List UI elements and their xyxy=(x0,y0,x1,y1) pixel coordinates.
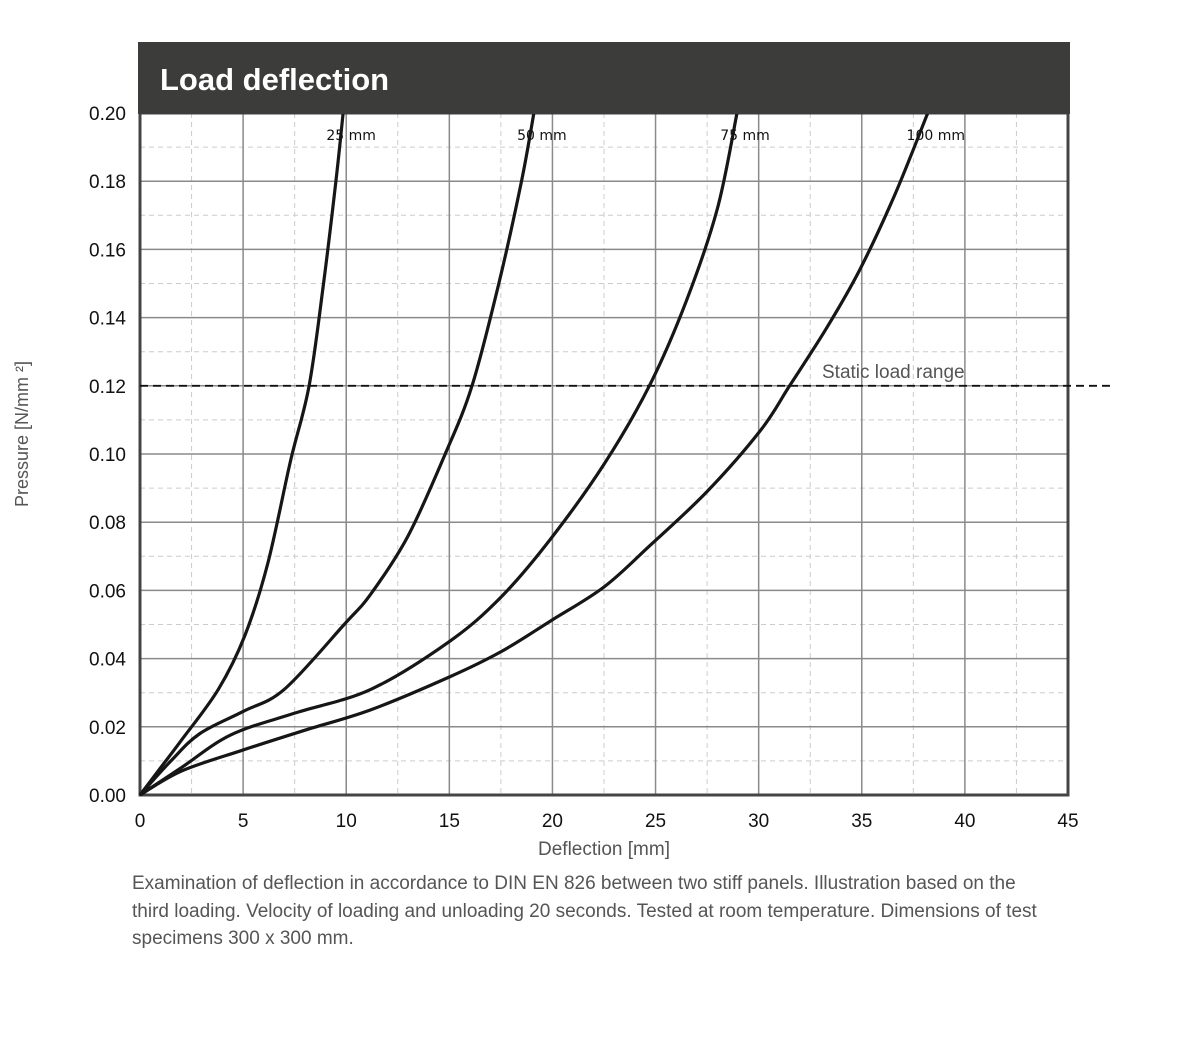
series-line-75mm xyxy=(139,112,739,797)
chart-caption: Examination of deflection in accordance … xyxy=(132,873,1037,949)
x-tick-label: 0 xyxy=(135,811,146,832)
title-bar: Load deflection xyxy=(138,42,1070,114)
y-tick-label: 0.12 xyxy=(89,377,126,398)
x-tick-label: 20 xyxy=(542,811,563,832)
y-tick-label: 0.04 xyxy=(89,650,126,671)
x-axis-label: Deflection [mm] xyxy=(538,839,670,860)
series-label: 75 mm xyxy=(720,128,770,144)
static-load-label: Static load range xyxy=(822,362,965,383)
series-label: 50 mm xyxy=(517,128,567,144)
series-line-25mm xyxy=(138,112,345,796)
x-tick-label: 35 xyxy=(851,811,872,832)
x-tick-label: 5 xyxy=(238,811,249,832)
y-tick-label: 0.00 xyxy=(89,786,126,807)
y-tick-label: 0.10 xyxy=(89,445,126,466)
x-tick-label: 45 xyxy=(1057,811,1078,832)
series-label: 100 mm xyxy=(907,128,965,144)
y-tick-label: 0.14 xyxy=(89,309,126,330)
y-tick-label: 0.02 xyxy=(89,718,126,739)
series-line-100mm xyxy=(139,112,930,797)
y-tick-label: 0.20 xyxy=(89,104,126,125)
y-axis-label: Pressure [N/mm ²] xyxy=(12,361,32,507)
chart-title: Load deflection xyxy=(160,62,390,97)
y-tick-label: 0.08 xyxy=(89,513,126,534)
series-line-50mm xyxy=(138,112,536,797)
y-tick-label: 0.06 xyxy=(89,581,126,602)
series-label: 25 mm xyxy=(326,128,376,144)
x-tick-label: 30 xyxy=(748,811,769,832)
x-tick-label: 15 xyxy=(439,811,460,832)
y-tick-label: 0.16 xyxy=(89,240,126,261)
x-tick-label: 25 xyxy=(645,811,666,832)
x-tick-label: 40 xyxy=(954,811,975,832)
y-tick-label: 0.18 xyxy=(89,172,126,193)
x-tick-label: 10 xyxy=(336,811,357,832)
